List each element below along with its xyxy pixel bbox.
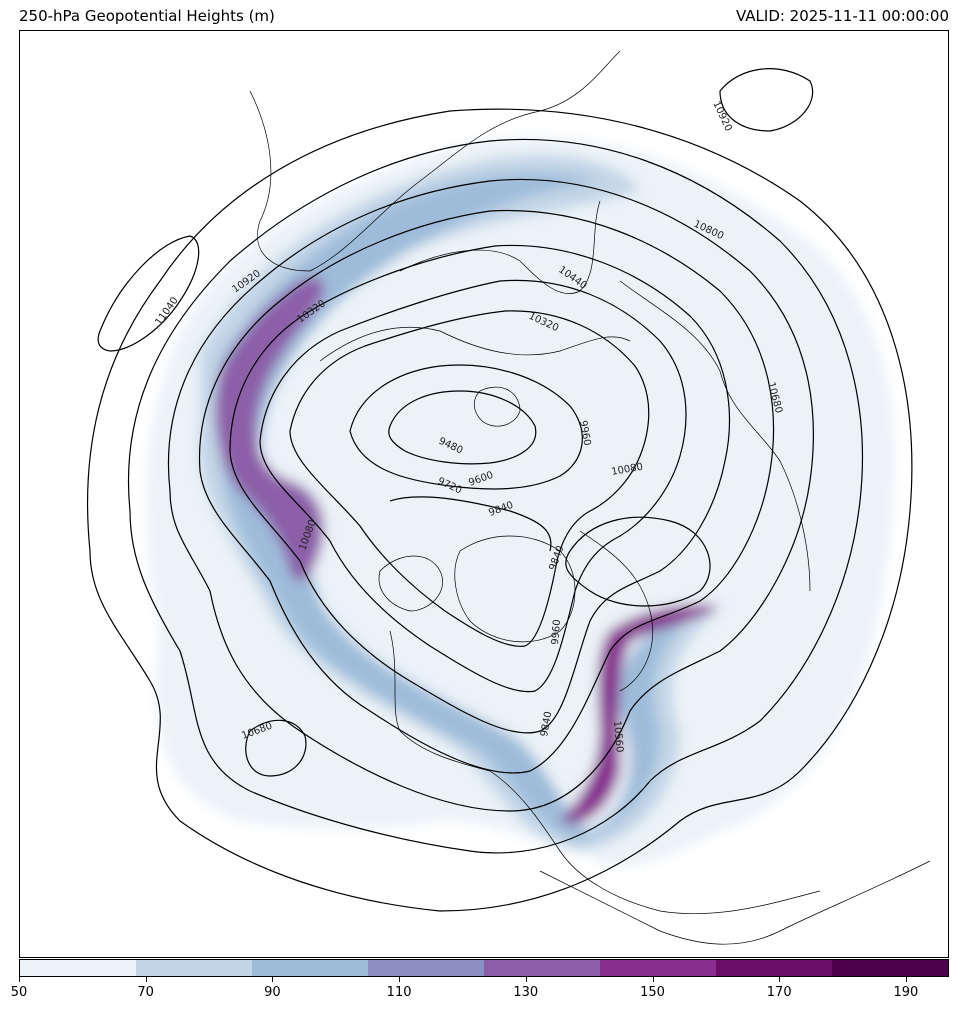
colorbar-segment	[484, 960, 600, 976]
colorbar-tick	[652, 977, 654, 982]
coast-alaska	[579, 530, 653, 692]
contour-11040-outer	[86, 108, 913, 912]
contour-10680	[198, 209, 775, 774]
contour-label: 9960	[550, 619, 563, 645]
jet-shading-core-east	[560, 604, 720, 824]
contour-9840-trough	[389, 496, 552, 552]
colorbar-segment	[252, 960, 368, 976]
coast-scandinavia	[399, 200, 601, 294]
contour-10560	[229, 244, 730, 734]
map-panel[interactable]: 10920 11040 10920 10320 10440 10800 1032…	[19, 30, 949, 958]
coast-greenland	[454, 535, 576, 643]
contour-low-east	[565, 516, 711, 607]
colorbar-segment	[136, 960, 252, 976]
coast-eurasia-west	[249, 50, 621, 272]
height-contours	[86, 68, 913, 912]
contour-10680-closed	[245, 719, 307, 777]
contour-label: 10080	[611, 462, 644, 478]
contour-10920	[127, 138, 864, 854]
contour-label: 11040	[153, 295, 180, 327]
colorbar-tick	[272, 977, 274, 982]
contour-10800	[167, 178, 814, 812]
jet-shading	[146, 136, 895, 866]
contour-10440	[259, 279, 687, 693]
colorbar-tick	[19, 977, 20, 982]
colorbar-tick	[779, 977, 781, 982]
colorbar-tick-label: 50	[10, 985, 28, 1000]
jet-shading-core-west	[215, 277, 324, 582]
wind-speed-colorbar	[19, 959, 949, 977]
contour-10320	[289, 310, 650, 647]
coast-arctic-islands	[473, 386, 521, 427]
valid-time: VALID: 2025-11-11 00:00:00	[735, 7, 949, 25]
colorbar-tick-label: 90	[264, 985, 281, 1000]
colorbar-tick-label: 110	[386, 985, 412, 1000]
coast-north-america	[389, 630, 821, 914]
contour-10920-ne	[719, 68, 814, 132]
colorbar-segment	[20, 960, 136, 976]
colorbar-tick-label: 130	[513, 985, 539, 1000]
colorbar-segment	[832, 960, 948, 976]
map-canvas[interactable]: 10920 11040 10920 10320 10440 10800 1032…	[20, 31, 948, 957]
contour-label: 10560	[611, 720, 625, 753]
jet-shading-outer	[146, 136, 895, 866]
contour-9480-low	[388, 390, 537, 465]
map-title: 250-hPa Geopotential Heights (m)	[19, 7, 275, 25]
coast-central-america	[539, 860, 931, 945]
contour-label: 9960	[577, 420, 592, 447]
colorbar-tick-label: 150	[640, 985, 665, 1000]
colorbar-tick	[905, 977, 907, 982]
colorbar-tick	[525, 977, 527, 982]
colorbar-segment	[716, 960, 832, 976]
colorbar-segment	[368, 960, 484, 976]
jet-shading-band-1	[198, 155, 720, 851]
colorbar-tick	[399, 977, 401, 982]
coastlines	[249, 50, 931, 945]
coast-hudson-bay	[378, 555, 443, 612]
colorbar-tick-label: 70	[137, 985, 154, 1000]
contour-11040-pacific	[97, 235, 200, 352]
coast-russia-far-east	[619, 280, 811, 592]
colorbar-tick-label: 190	[893, 985, 919, 1000]
colorbar-ticks: 50 70 90 110 130 150 170 190	[11, 977, 949, 1007]
contour-label: 9840	[539, 711, 554, 738]
colorbar-tick-label: 170	[766, 985, 792, 1000]
coast-siberia-arctic	[319, 326, 631, 362]
colorbar-segment	[600, 960, 716, 976]
contour-9600-low	[349, 364, 583, 490]
colorbar-tick	[145, 977, 147, 982]
